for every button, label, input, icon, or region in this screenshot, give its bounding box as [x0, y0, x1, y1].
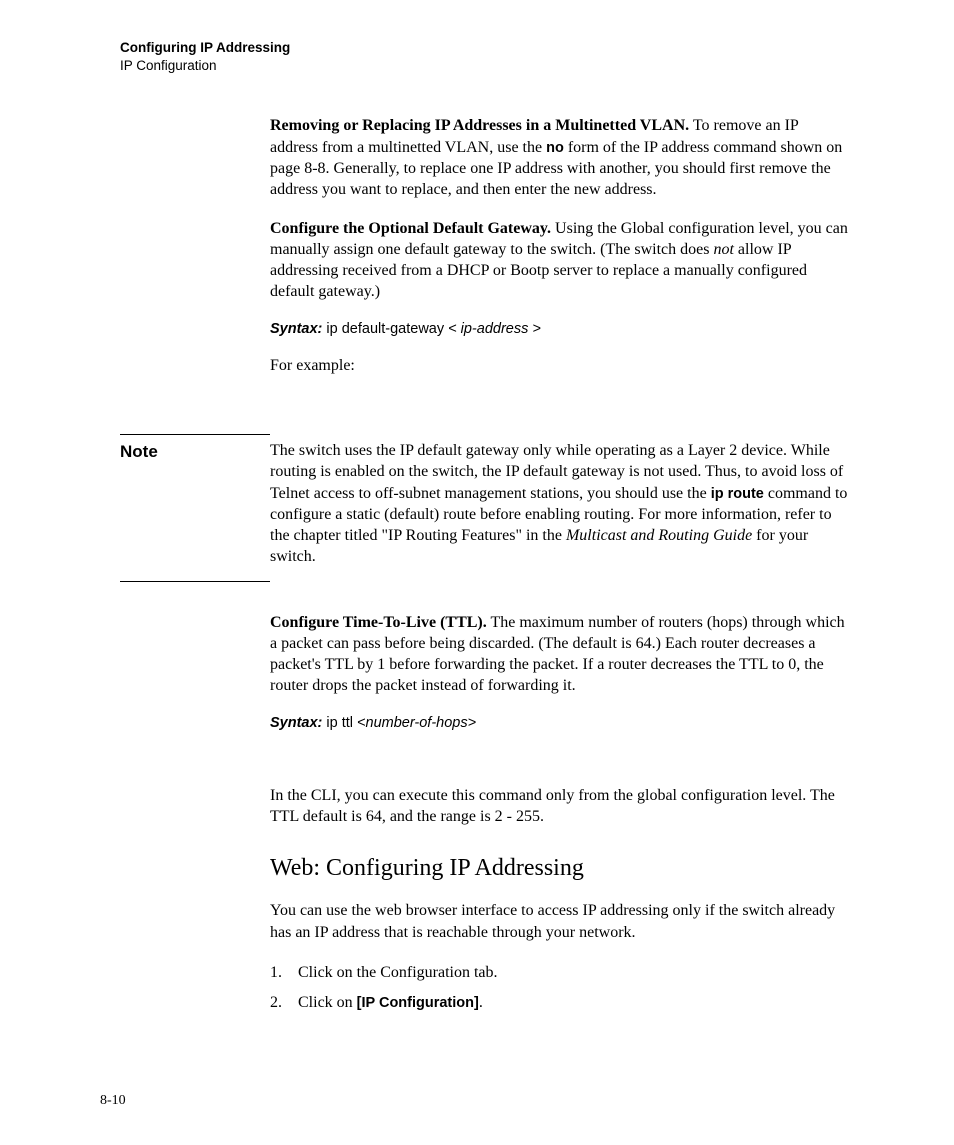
running-head-subtitle: IP Configuration	[120, 57, 854, 75]
syntax-cmd: ip default-gateway	[322, 321, 448, 337]
page-number: 8-10	[100, 1093, 126, 1109]
para-default-gateway: Configure the Optional Default Gateway. …	[270, 218, 850, 302]
page: Configuring IP Addressing IP Configurati…	[0, 0, 954, 1145]
syntax-arg: <number-of-hops>	[357, 715, 476, 731]
step-text: Click on the Configuration tab.	[298, 961, 498, 985]
note-block: Note The switch uses the IP default gate…	[120, 434, 854, 582]
run-in-heading: Removing or Replacing IP Addresses in a …	[270, 117, 689, 134]
step-2: 2. Click on [IP Configuration].	[270, 991, 850, 1015]
syntax-label: Syntax:	[270, 715, 322, 731]
step-text: Click on [IP Configuration].	[298, 991, 483, 1015]
syntax-cmd: ip ttl	[322, 715, 357, 731]
inline-bold-iproute: ip route	[711, 486, 764, 502]
steps-list: 1. Click on the Configuration tab. 2. Cl…	[270, 961, 850, 1015]
note-label: Note	[120, 442, 158, 462]
syntax-label: Syntax:	[270, 321, 322, 337]
body-column: Removing or Replacing IP Addresses in a …	[270, 115, 850, 376]
para-for-example: For example:	[270, 355, 850, 376]
inline-bold-ipconfig: [IP Configuration]	[357, 995, 479, 1011]
body-column-2: Configure Time-To-Live (TTL). The maximu…	[270, 612, 850, 1015]
inline-bold-no: no	[546, 140, 564, 156]
running-head-title: Configuring IP Addressing	[120, 39, 854, 57]
note-rule-bottom	[120, 581, 270, 582]
heading-web-configuring: Web: Configuring IP Addressing	[270, 855, 850, 882]
note-rule-top	[120, 434, 270, 435]
para-removing-replacing: Removing or Replacing IP Addresses in a …	[270, 115, 850, 199]
syntax-arg: < ip-address >	[448, 321, 541, 337]
para-cli-note: In the CLI, you can execute this command…	[270, 785, 850, 827]
para-web-intro: You can use the web browser interface to…	[270, 900, 850, 942]
running-head: Configuring IP Addressing IP Configurati…	[120, 39, 854, 75]
run-in-heading: Configure the Optional Default Gateway.	[270, 220, 551, 237]
note-body: The switch uses the IP default gateway o…	[270, 434, 850, 573]
step-1: 1. Click on the Configuration tab.	[270, 961, 850, 985]
syntax-ttl: Syntax: ip ttl <number-of-hops>	[270, 714, 850, 733]
vertical-gap	[270, 749, 850, 785]
step-number: 1.	[270, 961, 298, 985]
para-ttl: Configure Time-To-Live (TTL). The maximu…	[270, 612, 850, 696]
run-in-heading: Configure Time-To-Live (TTL).	[270, 614, 487, 631]
text: .	[479, 994, 483, 1011]
text: Click on	[298, 994, 357, 1011]
syntax-default-gateway: Syntax: ip default-gateway < ip-address …	[270, 320, 850, 339]
step-number: 2.	[270, 991, 298, 1015]
inline-italic-guide: Multicast and Routing Guide	[566, 527, 752, 544]
inline-italic-not: not	[713, 241, 733, 258]
